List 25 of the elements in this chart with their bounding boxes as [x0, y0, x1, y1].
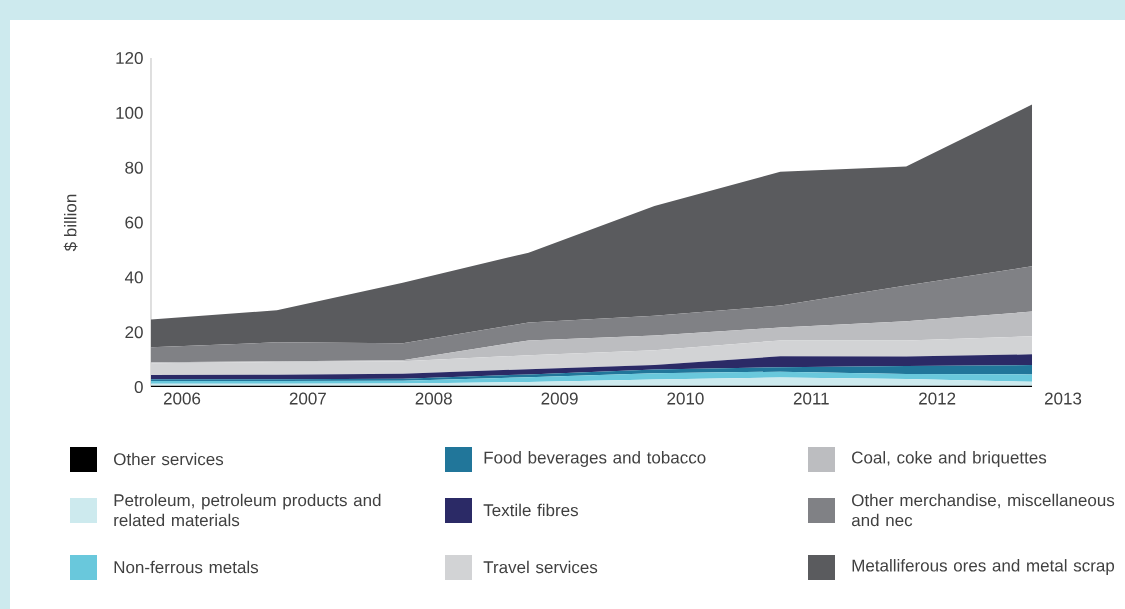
y-tick-label: 20 [125, 326, 143, 339]
x-tick-label: 2012 [919, 392, 956, 405]
x-tick-label: 2010 [667, 392, 704, 405]
legend-label: Non-ferrous metals [114, 560, 259, 574]
legend-label: Travel services [483, 560, 598, 574]
x-tick-label: 2006 [163, 392, 201, 405]
x-tick-label: 2011 [793, 392, 829, 405]
y-tick-label: 0 [134, 380, 143, 394]
legend-label: Other services [114, 452, 224, 466]
x-tick-label: 2009 [541, 392, 578, 405]
legend-label: Metalliferous ores and metal scrap [852, 559, 1115, 575]
x-tick-label: 2007 [289, 392, 326, 405]
x-tick-label: 2013 [1044, 392, 1082, 405]
legend-label: Textile fibres [483, 503, 578, 517]
y-tick-label: 100 [116, 106, 143, 119]
legend-label: Food beverages and tobacco [484, 451, 706, 467]
legend-label: Petroleum, petroleum products and related materials [114, 493, 381, 527]
y-tick-label: 60 [125, 216, 143, 229]
legend-label: Coal, coke and briquettes [852, 451, 1047, 467]
y-tick-label: 80 [125, 161, 143, 174]
y-tick-label: 120 [116, 51, 143, 65]
legend-label: Other merchandise, miscellaneous and nec [851, 493, 1115, 527]
x-tick-label: 2008 [415, 392, 452, 405]
y-tick-label: 40 [124, 271, 143, 284]
y-axis-title: $ billion [63, 194, 78, 252]
